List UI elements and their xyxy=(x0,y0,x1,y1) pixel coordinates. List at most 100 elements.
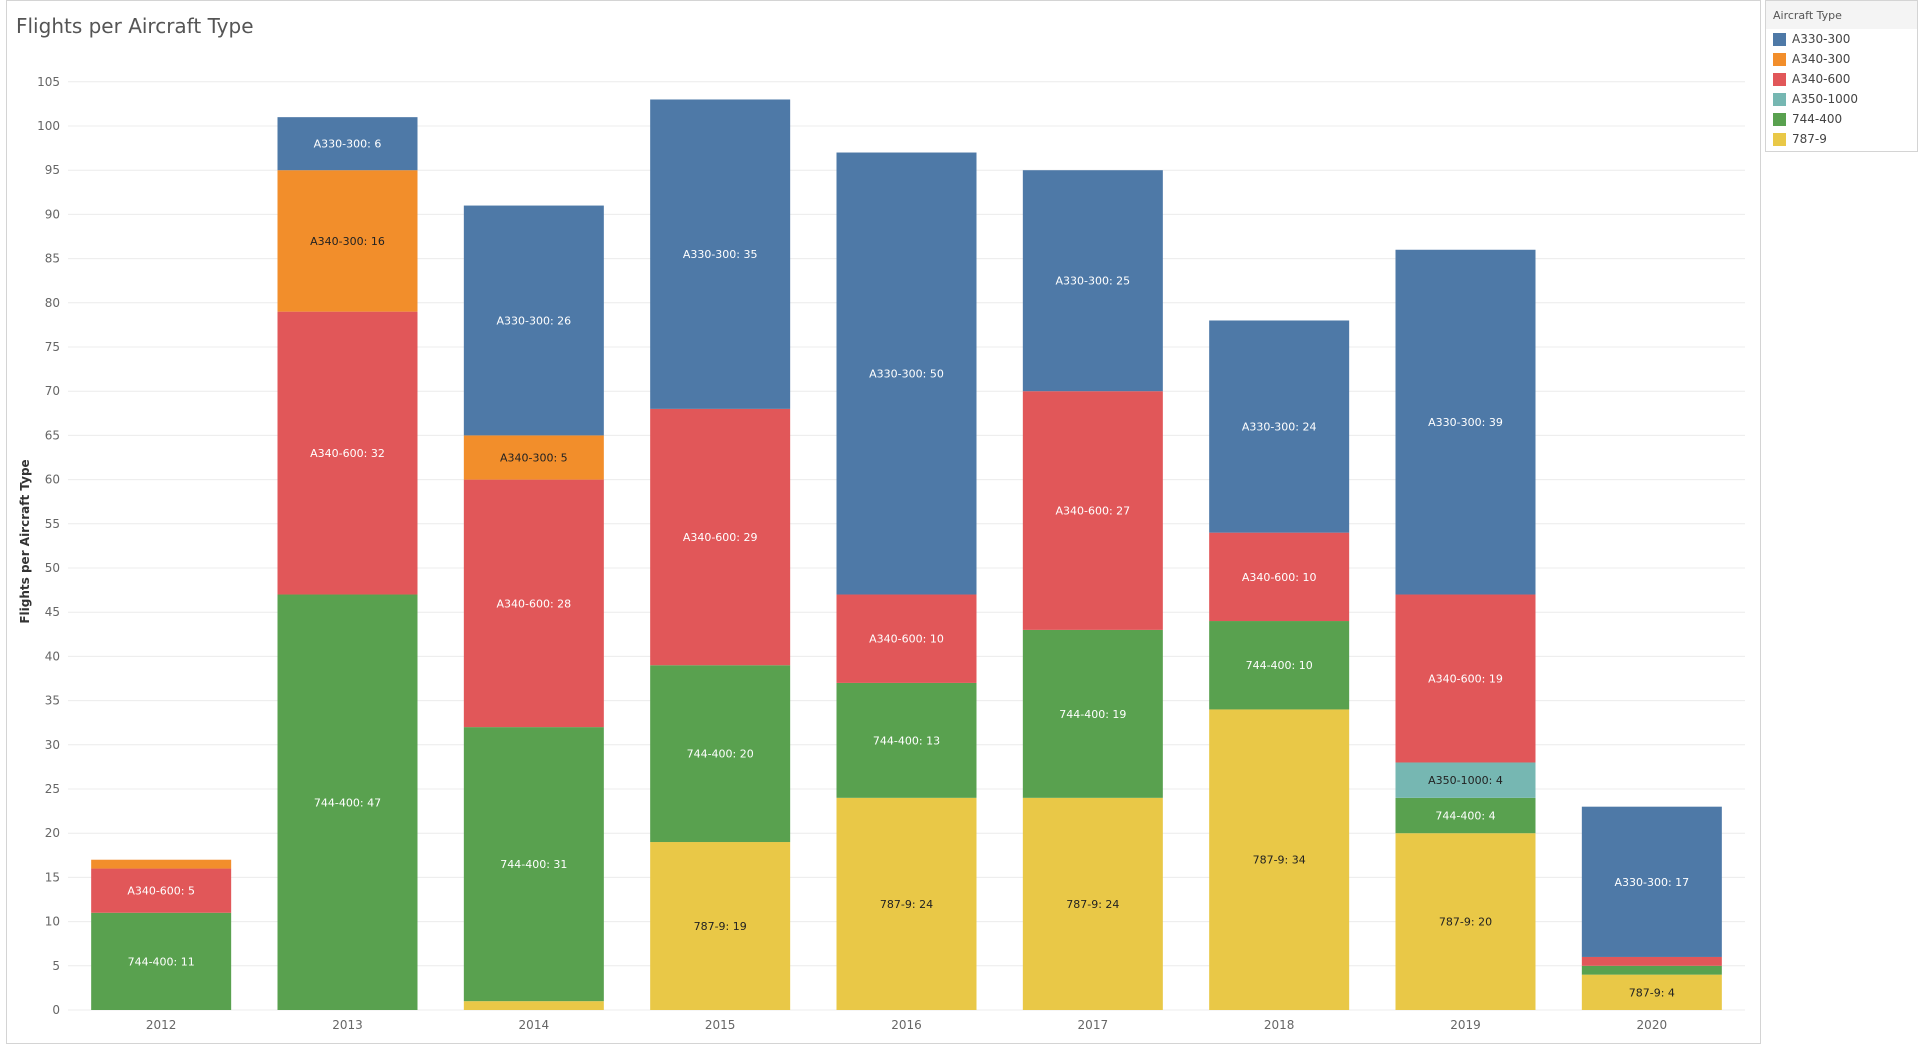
bar-segment xyxy=(1395,797,1536,834)
y-tick-label: 35 xyxy=(45,694,60,708)
bar-segment xyxy=(650,408,791,666)
legend-swatch xyxy=(1773,92,1786,106)
chart-title: Flights per Aircraft Type xyxy=(16,14,254,38)
bar-segment xyxy=(1022,797,1163,1010)
x-tick-label: 2017 xyxy=(1078,1018,1109,1032)
bar-segment xyxy=(1395,594,1536,763)
bar-segment xyxy=(463,479,604,728)
data-label: A340-600: 28 xyxy=(496,597,571,610)
legend-item[interactable]: A340-300 xyxy=(1766,49,1917,69)
legend-label: A350-1000 xyxy=(1792,92,1858,106)
chart-svg: 0 5 10 15 20 25 30 35 40 45 50 55 60 65 70 75 80 85 90 95 10… xyxy=(18,75,1745,1032)
bar-segment xyxy=(1022,170,1163,392)
bar-segment xyxy=(463,435,604,480)
bar-segment xyxy=(1581,956,1722,966)
bar-segment xyxy=(91,912,232,1010)
bar-segment xyxy=(1022,391,1163,630)
y-tick-label: 85 xyxy=(45,252,60,266)
legend-swatch xyxy=(1773,72,1786,86)
legend-items: A330-300 A340-300 A340-600 A350-1000 744-400… xyxy=(1766,29,1917,149)
legend-item[interactable]: 744-400 xyxy=(1766,109,1917,129)
y-tick-label: 105 xyxy=(37,75,60,89)
bar-segment xyxy=(836,682,977,798)
legend-swatch xyxy=(1773,132,1786,146)
bar-segment xyxy=(836,797,977,1010)
bar-segment xyxy=(1209,532,1350,622)
data-label: 744-400: 20 xyxy=(687,748,754,761)
y-tick-label: 40 xyxy=(45,649,60,663)
data-label: 744-400: 47 xyxy=(314,796,381,809)
x-tick-label: 2013 xyxy=(332,1018,363,1032)
data-label: 787-9: 20 xyxy=(1439,916,1492,929)
data-label: A330-300: 50 xyxy=(869,368,944,381)
y-tick-label: 95 xyxy=(45,163,60,177)
data-label: A340-600: 10 xyxy=(1242,571,1317,584)
bar-segment xyxy=(650,842,791,1010)
y-tick-label: 50 xyxy=(45,561,60,575)
y-tick-label: 25 xyxy=(45,782,60,796)
data-label: A350-1000: 4 xyxy=(1428,774,1503,787)
data-label: A340-600: 19 xyxy=(1428,673,1503,686)
bar-segment xyxy=(463,727,604,1002)
bar-segment xyxy=(277,594,418,1010)
data-label: 787-9: 34 xyxy=(1253,854,1306,867)
y-tick-label: 0 xyxy=(52,1003,60,1017)
x-tick-label: 2015 xyxy=(705,1018,736,1032)
bar-segment xyxy=(277,170,418,312)
legend-item[interactable]: A330-300 xyxy=(1766,29,1917,49)
data-label: A330-300: 26 xyxy=(496,314,571,327)
legend-item[interactable]: A340-600 xyxy=(1766,69,1917,89)
data-label: 787-9: 24 xyxy=(1066,898,1119,911)
y-tick-label: 65 xyxy=(45,428,60,442)
bar-segment xyxy=(1395,249,1536,595)
y-tick-label: 75 xyxy=(45,340,60,354)
legend-label: A340-600 xyxy=(1792,72,1851,86)
bar-segment xyxy=(836,152,977,595)
data-label: A330-300: 24 xyxy=(1242,421,1317,434)
x-tick-label: 2014 xyxy=(519,1018,550,1032)
x-tick-label: 2020 xyxy=(1637,1018,1668,1032)
y-tick-label: 45 xyxy=(45,605,60,619)
x-tick-label: 2018 xyxy=(1264,1018,1295,1032)
legend-item[interactable]: A350-1000 xyxy=(1766,89,1917,109)
bar-segment xyxy=(91,859,232,869)
bar-segment xyxy=(277,311,418,595)
bar-segment xyxy=(836,594,977,683)
x-tick-label: 2012 xyxy=(146,1018,177,1032)
y-axis-label: Flights per Aircraft Type xyxy=(18,459,32,623)
data-label: A340-600: 5 xyxy=(127,885,195,898)
data-label: A340-300: 16 xyxy=(310,235,385,248)
data-label: A340-600: 32 xyxy=(310,447,385,460)
bar-segment xyxy=(1022,629,1163,798)
data-label: A330-300: 35 xyxy=(683,248,758,261)
bar-segment xyxy=(1209,621,1350,710)
data-label: 787-9: 4 xyxy=(1629,986,1675,999)
data-label: A330-300: 6 xyxy=(314,138,382,151)
legend-swatch xyxy=(1773,112,1786,126)
legend-label: 744-400 xyxy=(1792,112,1843,126)
bar-segment xyxy=(1581,806,1722,957)
legend-swatch xyxy=(1773,32,1786,46)
bar-segment xyxy=(277,117,418,171)
chart-frame xyxy=(6,0,1761,1044)
y-tick-label: 20 xyxy=(45,826,60,840)
x-tick-label: 2019 xyxy=(1450,1018,1481,1032)
data-label: 787-9: 19 xyxy=(694,920,747,933)
y-tick-label: 90 xyxy=(45,207,60,221)
y-tick-label: 60 xyxy=(45,473,60,487)
data-label: 744-400: 11 xyxy=(128,955,195,968)
y-tick-label: 55 xyxy=(45,517,60,531)
bar-segment xyxy=(1395,762,1536,798)
data-label: A330-300: 25 xyxy=(1055,275,1130,288)
data-label: 744-400: 19 xyxy=(1059,708,1126,721)
legend-item[interactable]: 787-9 xyxy=(1766,129,1917,149)
data-label: A340-600: 29 xyxy=(683,531,758,544)
bar-segment xyxy=(1581,965,1722,975)
y-tick-label: 70 xyxy=(45,384,60,398)
y-tick-label: 15 xyxy=(45,870,60,884)
bar-segment xyxy=(1209,709,1350,1010)
legend-label: A340-300 xyxy=(1792,52,1851,66)
bar-segment xyxy=(1209,320,1350,533)
data-label: 744-400: 10 xyxy=(1246,659,1313,672)
bar-segment xyxy=(650,99,791,409)
